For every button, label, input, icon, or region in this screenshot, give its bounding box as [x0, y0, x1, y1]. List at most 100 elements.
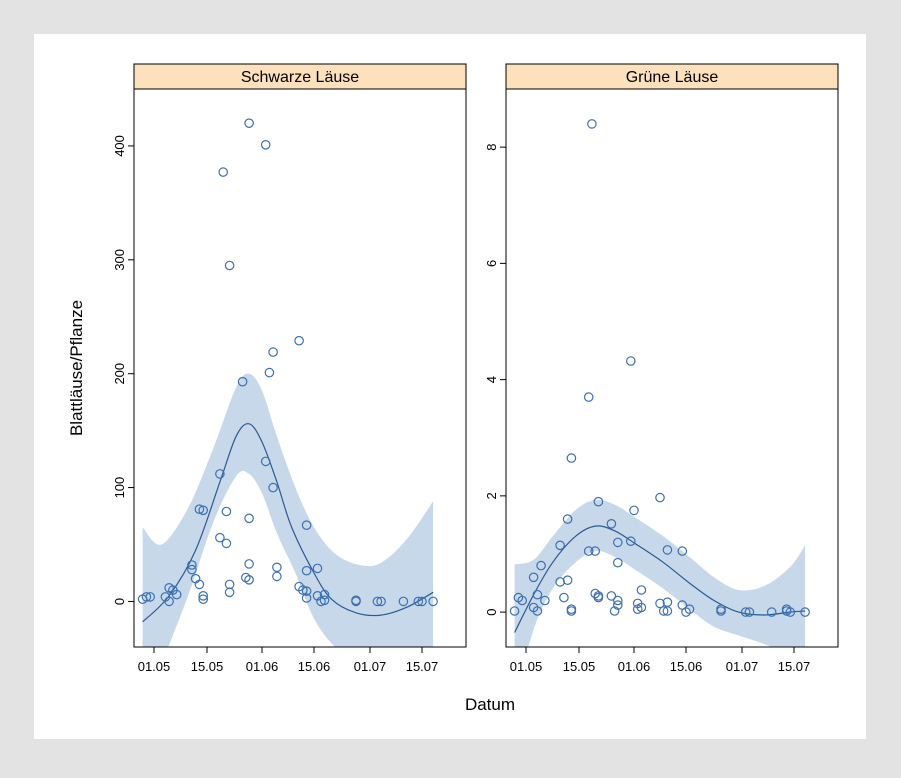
data-point	[517, 595, 527, 606]
data-point	[237, 376, 248, 387]
data-point	[398, 596, 409, 607]
data-point	[587, 119, 597, 129]
data-point	[555, 540, 565, 551]
data-point	[532, 606, 543, 616]
y-tick-label: 400	[112, 135, 127, 157]
data-point	[612, 557, 623, 568]
data-point	[528, 572, 539, 583]
data-point	[372, 596, 383, 607]
data-point	[194, 579, 205, 590]
x-tick-label: 15.05	[563, 659, 596, 674]
data-point	[312, 563, 323, 574]
data-point	[555, 577, 565, 587]
data-point	[744, 607, 755, 617]
data-point	[536, 560, 546, 571]
data-point	[636, 602, 647, 613]
data-point	[566, 606, 577, 616]
y-tick-label: 0	[112, 598, 127, 605]
data-point	[298, 585, 308, 595]
y-tick-label: 6	[484, 260, 499, 267]
data-point	[272, 562, 282, 573]
data-point	[264, 367, 275, 378]
data-point	[301, 586, 312, 596]
y-tick-label: 8	[484, 144, 499, 151]
x-axis-title: Datum	[465, 695, 515, 714]
data-point	[609, 606, 620, 616]
panel-title: Schwarze Läuse	[241, 69, 359, 86]
x-tick-label: 01.05	[138, 659, 171, 674]
data-point	[606, 591, 617, 601]
data-point	[785, 607, 796, 617]
data-point	[260, 140, 271, 150]
data-point	[655, 598, 665, 609]
data-point	[268, 482, 278, 493]
data-point	[164, 596, 174, 607]
y-tick-label: 2	[484, 492, 499, 499]
x-tick-label: 01.07	[354, 659, 387, 674]
data-point	[301, 593, 312, 603]
y-axis-title: Blattläuse/Pflanze	[67, 300, 86, 436]
data-point	[509, 606, 520, 616]
data-point	[593, 591, 604, 601]
data-point	[221, 538, 232, 549]
data-point	[658, 606, 669, 616]
data-point	[612, 595, 623, 606]
data-point	[221, 506, 232, 517]
data-point	[655, 492, 665, 503]
data-point	[606, 518, 617, 529]
x-tick-label: 01.06	[246, 659, 279, 674]
data-point	[612, 600, 623, 610]
panel-strip	[505, 63, 839, 90]
data-point	[625, 356, 636, 366]
data-point	[244, 574, 254, 585]
data-point	[766, 607, 777, 617]
x-tick-label: 15.07	[778, 659, 811, 674]
data-point	[417, 596, 427, 607]
data-point	[562, 575, 573, 585]
data-point	[141, 592, 152, 602]
data-point	[740, 607, 751, 617]
data-point	[319, 595, 330, 606]
data-point	[294, 335, 304, 346]
data-point	[187, 564, 197, 575]
fitted-curve	[514, 525, 806, 633]
data-point	[145, 592, 155, 602]
data-point	[677, 546, 688, 556]
data-point	[224, 587, 235, 598]
data-point	[662, 606, 673, 616]
data-point	[272, 571, 282, 582]
data-point	[625, 536, 636, 546]
data-point	[583, 392, 594, 402]
data-point	[559, 592, 569, 603]
data-point	[215, 532, 225, 543]
data-point	[215, 469, 225, 479]
data-point	[583, 546, 594, 556]
data-point	[566, 453, 577, 463]
data-point	[171, 589, 182, 600]
data-point	[590, 546, 600, 556]
panel-title: Grüne Läuse	[626, 69, 719, 86]
data-point	[194, 504, 205, 514]
data-point	[662, 545, 673, 555]
panel-1: Schwarze Läuse 0 100 200 300 400 01.05 15.05 01.…	[112, 63, 467, 674]
data-point	[684, 604, 695, 614]
data-point	[612, 537, 623, 548]
fitted-curve	[142, 423, 434, 623]
data-point	[198, 590, 208, 601]
data-point	[198, 505, 208, 516]
y-tick-label: 300	[112, 249, 127, 271]
y-tick-label: 100	[112, 477, 127, 499]
data-point	[198, 594, 208, 604]
data-point	[376, 596, 386, 607]
x-tick-label: 15.06	[670, 659, 703, 674]
data-point	[428, 596, 438, 607]
y-tick-label: 0	[484, 609, 499, 616]
y-tick-label: 4	[484, 376, 499, 383]
x-tick-label: 15.06	[298, 659, 331, 674]
data-point	[244, 118, 254, 128]
data-point	[224, 260, 235, 271]
data-point	[319, 589, 330, 600]
data-point	[260, 456, 271, 467]
data-point	[224, 579, 235, 590]
x-tick-label: 15.05	[191, 659, 224, 674]
